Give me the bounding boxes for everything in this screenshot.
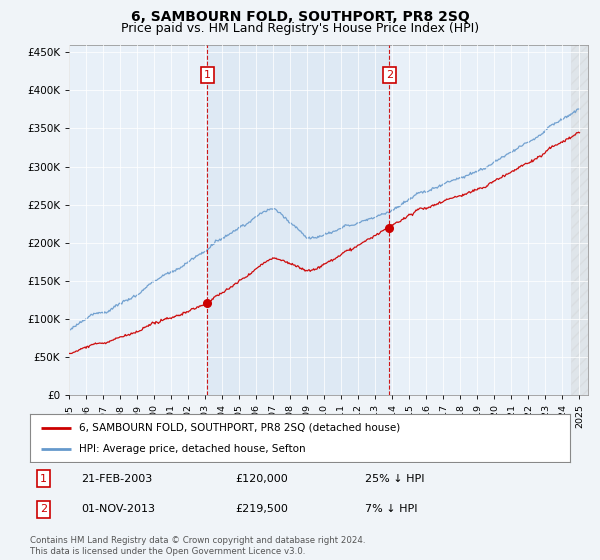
Bar (207, 45, 389, 395)
Text: 1: 1 (40, 474, 47, 483)
Text: HPI: Average price, detached house, Sefton: HPI: Average price, detached house, Seft… (79, 444, 305, 454)
Text: £120,000: £120,000 (235, 474, 288, 483)
Text: 2: 2 (40, 505, 47, 514)
Text: 7% ↓ HPI: 7% ↓ HPI (365, 505, 418, 514)
Text: 25% ↓ HPI: 25% ↓ HPI (365, 474, 424, 483)
Text: £219,500: £219,500 (235, 505, 288, 514)
Text: Contains HM Land Registry data © Crown copyright and database right 2024.
This d: Contains HM Land Registry data © Crown c… (30, 536, 365, 556)
Text: 01-NOV-2013: 01-NOV-2013 (82, 505, 155, 514)
Text: Price paid vs. HM Land Registry's House Price Index (HPI): Price paid vs. HM Land Registry's House … (121, 22, 479, 35)
Text: 6, SAMBOURN FOLD, SOUTHPORT, PR8 2SQ: 6, SAMBOURN FOLD, SOUTHPORT, PR8 2SQ (131, 10, 469, 24)
Bar (571, 45, 588, 395)
Text: 1: 1 (204, 70, 211, 80)
Text: 21-FEB-2003: 21-FEB-2003 (82, 474, 152, 483)
Text: 2: 2 (386, 70, 393, 80)
Text: 6, SAMBOURN FOLD, SOUTHPORT, PR8 2SQ (detached house): 6, SAMBOURN FOLD, SOUTHPORT, PR8 2SQ (de… (79, 423, 400, 433)
